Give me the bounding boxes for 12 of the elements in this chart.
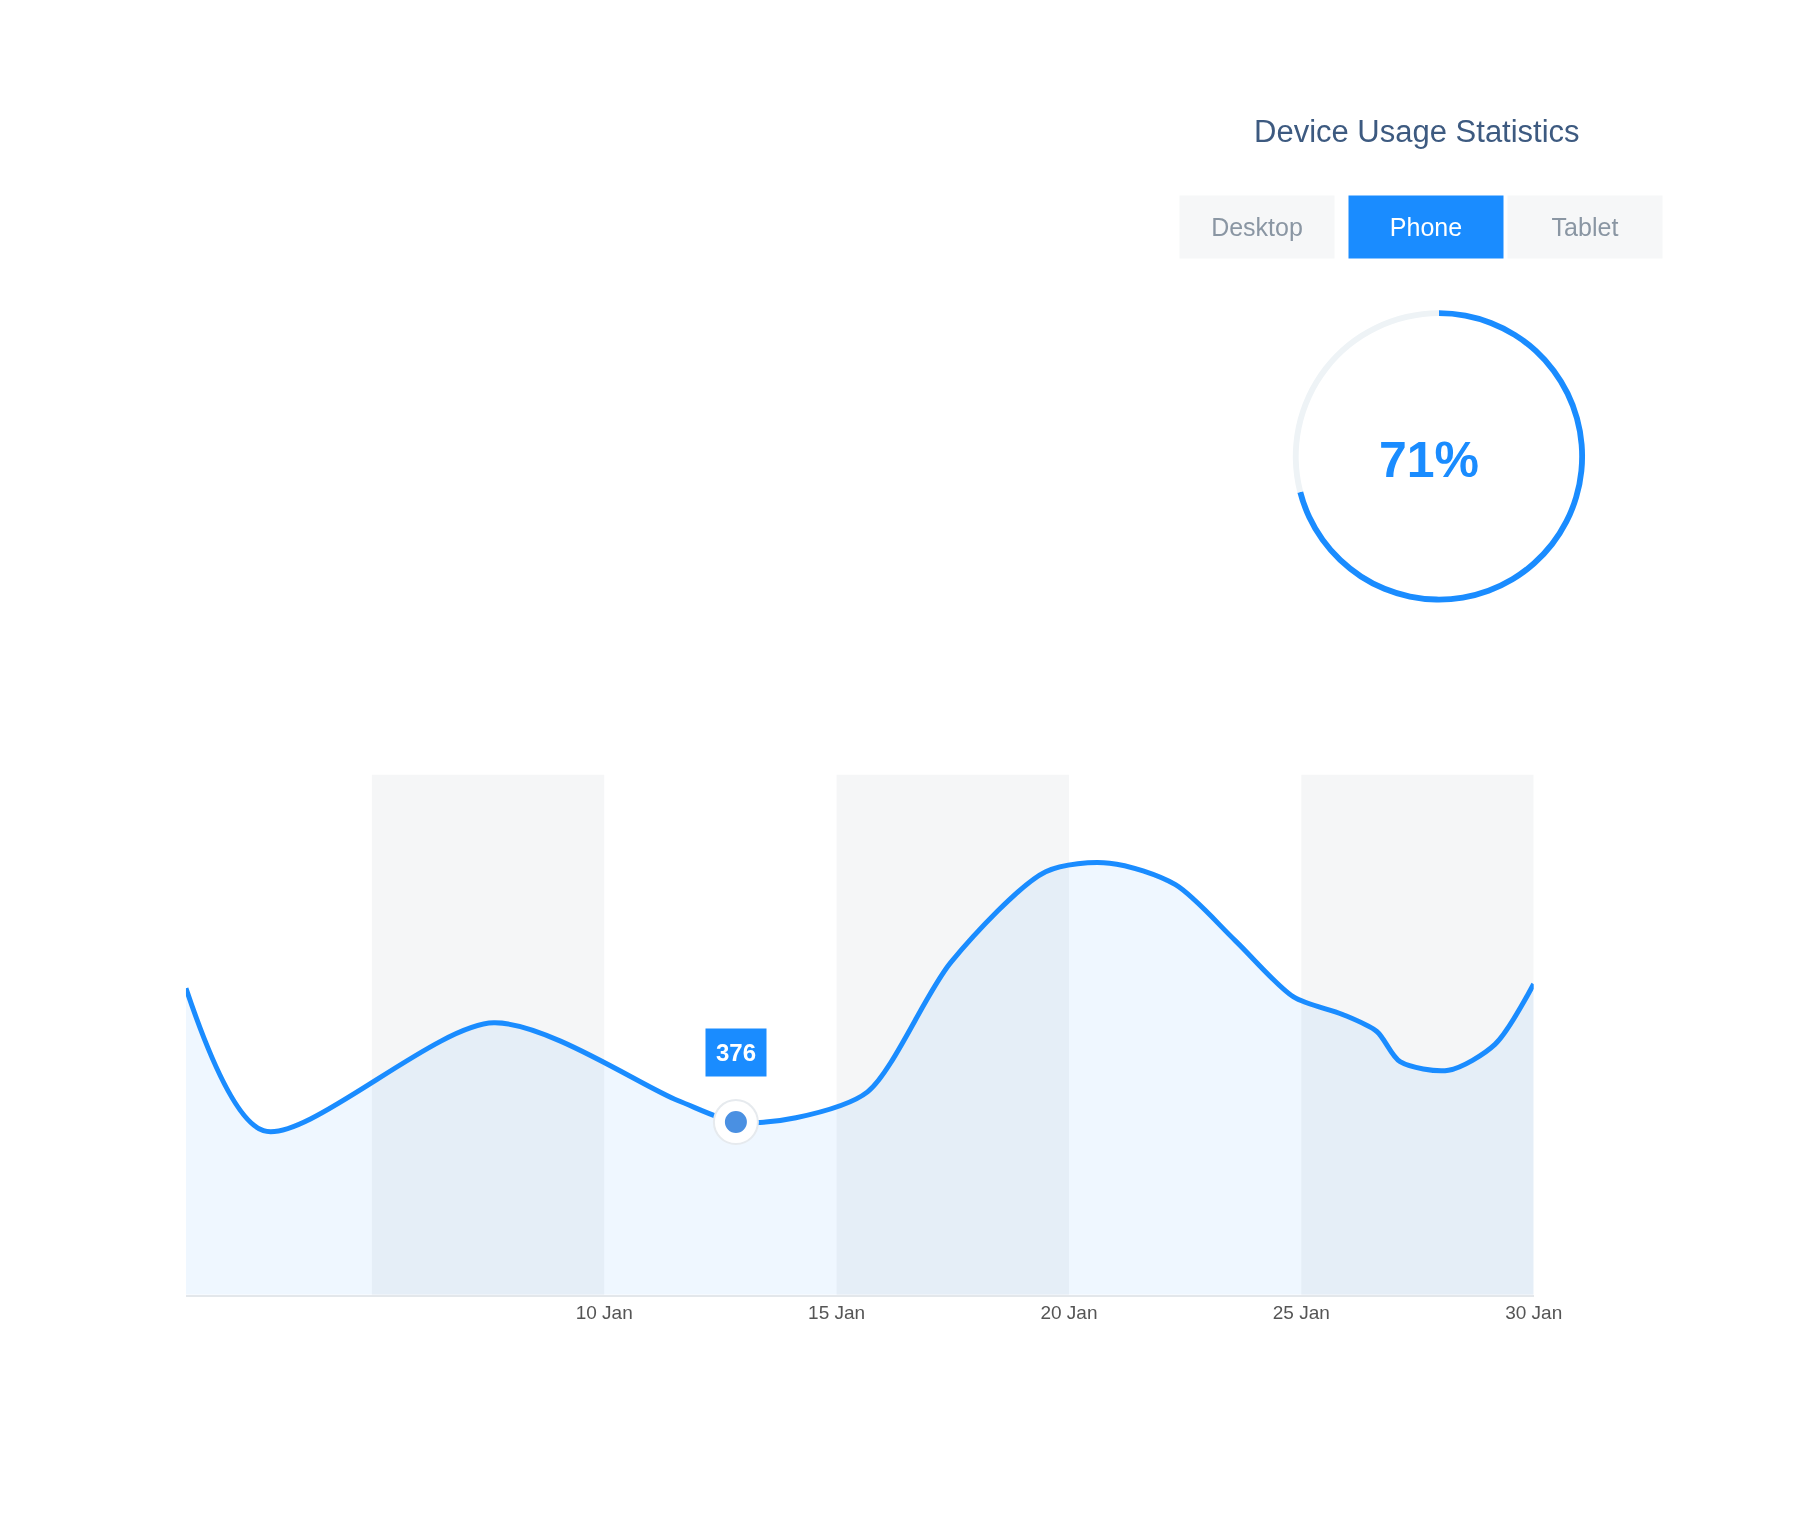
text: Desktop [1211,213,1303,241]
text: 71% [1379,432,1480,488]
x-tick-label: 15 Jan [808,1302,866,1324]
chart-title: Device Usage Statistics [1254,114,1580,149]
donut-slice [1297,310,1585,603]
annotation: 376 [716,1039,757,1066]
text: Phone [1389,213,1463,241]
x-tick-label: 20 Jan [1040,1302,1098,1324]
text: Tablet [1551,213,1619,241]
x-tick-label: 30 Jan [1505,1302,1563,1324]
x-tick-label: 10 Jan [575,1302,633,1324]
x-tick-label: 25 Jan [1272,1302,1330,1324]
